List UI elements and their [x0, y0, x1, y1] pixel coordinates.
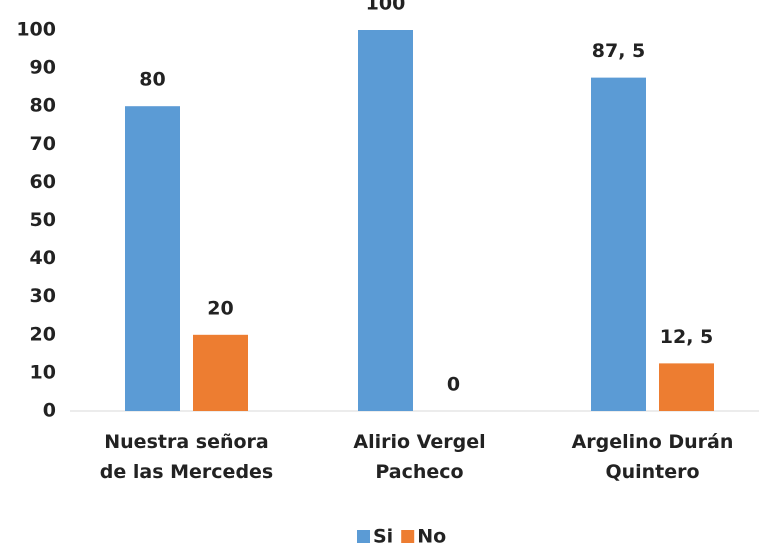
data-label: 87, 5: [592, 40, 646, 62]
x-tick-label: Argelino Durán Quintero: [571, 431, 734, 483]
y-tick-label: 100: [16, 19, 56, 41]
y-tick-label: 30: [30, 285, 56, 307]
y-tick-label: 40: [30, 247, 56, 269]
data-label: 80: [139, 69, 165, 91]
data-label: 12, 5: [660, 326, 714, 348]
x-tick-label: Alirio Vergel Pacheco: [353, 431, 486, 483]
y-tick-label: 80: [30, 95, 56, 117]
y-tick-label: 60: [30, 171, 56, 193]
y-tick-label: 20: [30, 323, 56, 345]
bar: [659, 363, 714, 411]
y-tick-label: 0: [43, 400, 56, 422]
y-tick-label: 50: [30, 209, 56, 231]
data-label: 100: [366, 0, 406, 15]
legend-label: Si: [373, 526, 393, 547]
bar: [193, 334, 248, 411]
y-tick-label: 90: [30, 57, 56, 79]
legend-swatch: [401, 530, 415, 543]
data-label: 20: [207, 297, 233, 319]
y-tick-label: 70: [30, 133, 56, 155]
bar: [591, 77, 646, 411]
legend-swatch: [357, 530, 370, 543]
bar: [358, 30, 413, 411]
bar: [125, 106, 180, 411]
data-label: 0: [447, 374, 460, 396]
y-tick-label: 10: [30, 361, 56, 383]
legend-label: No: [417, 526, 446, 547]
x-tick-label: Nuestra señora de las Mercedes: [99, 431, 274, 483]
